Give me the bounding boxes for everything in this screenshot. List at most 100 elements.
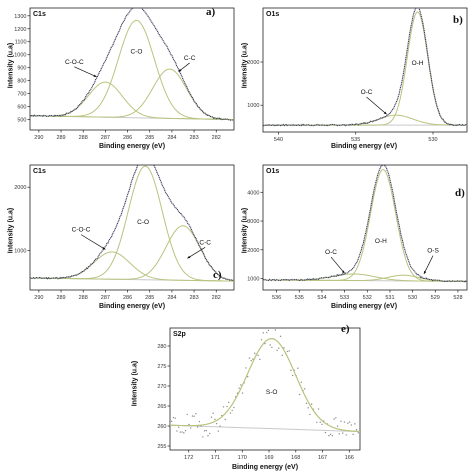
y-tick-label-d-3: 4000	[247, 190, 259, 196]
y-tick-label-a-3: 800	[17, 79, 26, 85]
plot-frame-c	[29, 164, 235, 291]
annotation-a-1: C-O	[130, 48, 142, 55]
plot-frame-b	[262, 7, 468, 133]
raw-point-e-132	[283, 347, 285, 349]
x-tick-label-c-6: 284	[167, 295, 176, 301]
raw-point-e-38	[202, 436, 204, 438]
raw-point-e-56	[217, 430, 220, 432]
raw-point-e-208	[348, 421, 351, 423]
y-tick-label-a-2: 700	[17, 92, 26, 98]
envelope-curve-e	[170, 338, 360, 433]
x-tick-label-d-3: 533	[340, 295, 349, 301]
raw-point-e-62	[222, 406, 225, 408]
x-tick-label-e-6: 166	[345, 455, 354, 461]
chart-title-e: S2p	[173, 331, 186, 338]
raw-point-e-188	[331, 435, 334, 437]
plot-frame-e	[169, 327, 361, 451]
y-tick-label-a-1: 600	[17, 105, 26, 111]
raw-point-e-190	[333, 418, 335, 420]
raw-point-e-210	[350, 424, 353, 426]
raw-point-e-122	[274, 329, 277, 331]
raw-point-e-48	[210, 416, 213, 418]
raw-point-e-160	[307, 407, 309, 409]
panel-c: C1s 290 289 288 287 286 285 284 283 282 1000 2000 C-…	[0, 157, 237, 317]
plot-area-c	[30, 165, 234, 282]
raw-point-e-142	[291, 374, 294, 377]
x-tick-label-c-5: 285	[145, 295, 154, 301]
raw-point-e-18	[184, 429, 187, 432]
x-tick-label-b-1: 535	[351, 137, 360, 143]
chart-d-svg: O1s 536 535 534 533 532 531 530 529 528 1000 2000 30…	[247, 164, 468, 301]
raw-point-e-42	[205, 429, 207, 432]
raw-point-e-104	[259, 358, 261, 361]
panel-b: O1s 540 535 530 1000 2000 O-C O-H b) Intensity …	[237, 0, 474, 156]
panel-letter-d: d)	[455, 187, 465, 199]
y-tick-label-c-1: 2000	[14, 185, 26, 191]
raw-point-e-20	[186, 413, 188, 416]
y-tick-label-a-8: 1300	[14, 14, 26, 20]
x-tick-label-d-8: 528	[453, 295, 462, 301]
annotation-b-0: O-C	[361, 89, 373, 96]
raw-point-e-24	[190, 427, 192, 429]
x-tick-label-e-3: 169	[264, 455, 273, 461]
annotation-arrowhead-a-0	[93, 74, 97, 77]
raw-point-e-14	[181, 431, 183, 433]
raw-point-e-0	[170, 422, 171, 424]
raw-point-e-44	[207, 435, 209, 437]
x-tick-label-c-3: 287	[101, 295, 110, 301]
chart-e-svg: S2p 172 171 170 169 168 167 166 255 260 265 270 275 2…	[157, 327, 361, 461]
raw-point-e-200	[342, 432, 344, 434]
x-tick-label-d-2: 534	[317, 295, 326, 301]
raw-point-e-90	[247, 376, 249, 378]
panel-letter-b: b)	[453, 14, 463, 26]
y-tick-label-a-6: 1100	[15, 40, 27, 46]
raw-point-e-138	[288, 350, 290, 352]
chart-b-svg: O1s 540 535 530 1000 2000 O-C O-H	[247, 7, 468, 143]
y-tick-label-e-1: 260	[157, 424, 166, 430]
raw-point-e-92	[248, 357, 251, 359]
raw-point-e-174	[319, 421, 321, 423]
raw-point-e-164	[310, 403, 313, 405]
y-tick-label-b-0: 1000	[247, 103, 259, 109]
plot-frame-d	[262, 164, 468, 291]
y-tick-label-a-0: 500	[17, 118, 26, 124]
raw-point-e-108	[262, 332, 264, 334]
annotation-b-1: O-H	[412, 60, 424, 67]
component-curve-a-2	[30, 68, 234, 121]
x-tick-label-e-5: 167	[318, 455, 327, 461]
annotation-arrowhead-d-2	[423, 270, 427, 274]
x-tick-label-e-0: 172	[184, 455, 193, 461]
raw-point-e-70	[229, 412, 232, 414]
raw-point-e-114	[267, 329, 270, 332]
raw-point-e-74	[233, 406, 235, 409]
raw-point-e-156	[304, 388, 306, 390]
annotation-d-2: O-S	[427, 248, 439, 255]
annotation-arrowhead-d-0	[341, 270, 345, 274]
raw-point-e-80	[238, 387, 240, 389]
y-tick-label-a-7: 1200	[14, 27, 26, 33]
annotation-c-2: C-C	[199, 239, 211, 246]
raw-point-e-78	[236, 392, 239, 394]
x-tick-label-e-1: 171	[211, 455, 220, 461]
raw-point-e-110	[264, 342, 266, 345]
annotation-arrowhead-a-2	[178, 68, 182, 72]
x-tick-label-a-2: 288	[79, 135, 88, 141]
y-tick-label-e-4: 275	[157, 364, 166, 370]
x-tick-label-a-4: 286	[123, 135, 132, 141]
y-tick-label-b-1: 2000	[247, 60, 259, 66]
annotation-a-2: C-C	[184, 55, 196, 62]
raw-point-e-124	[276, 349, 278, 352]
x-axis-label-d: Binding energy (eV)	[330, 303, 398, 310]
raw-point-e-54	[215, 422, 218, 425]
x-tick-label-b-2: 530	[428, 137, 437, 143]
annotation-e-0: S-O	[266, 389, 278, 396]
annotation-arrow-c-0	[80, 234, 106, 250]
raw-point-e-52	[214, 418, 216, 421]
annotation-d-0: O-C	[325, 249, 337, 256]
raw-point-e-198	[340, 420, 342, 422]
raw-point-e-136	[286, 350, 289, 353]
annotation-arrowhead-c-0	[102, 246, 106, 250]
x-axis-label-e: Binding energy (eV)	[231, 464, 299, 471]
x-tick-label-b-0: 540	[274, 137, 283, 143]
x-tick-label-a-0: 290	[34, 135, 43, 141]
